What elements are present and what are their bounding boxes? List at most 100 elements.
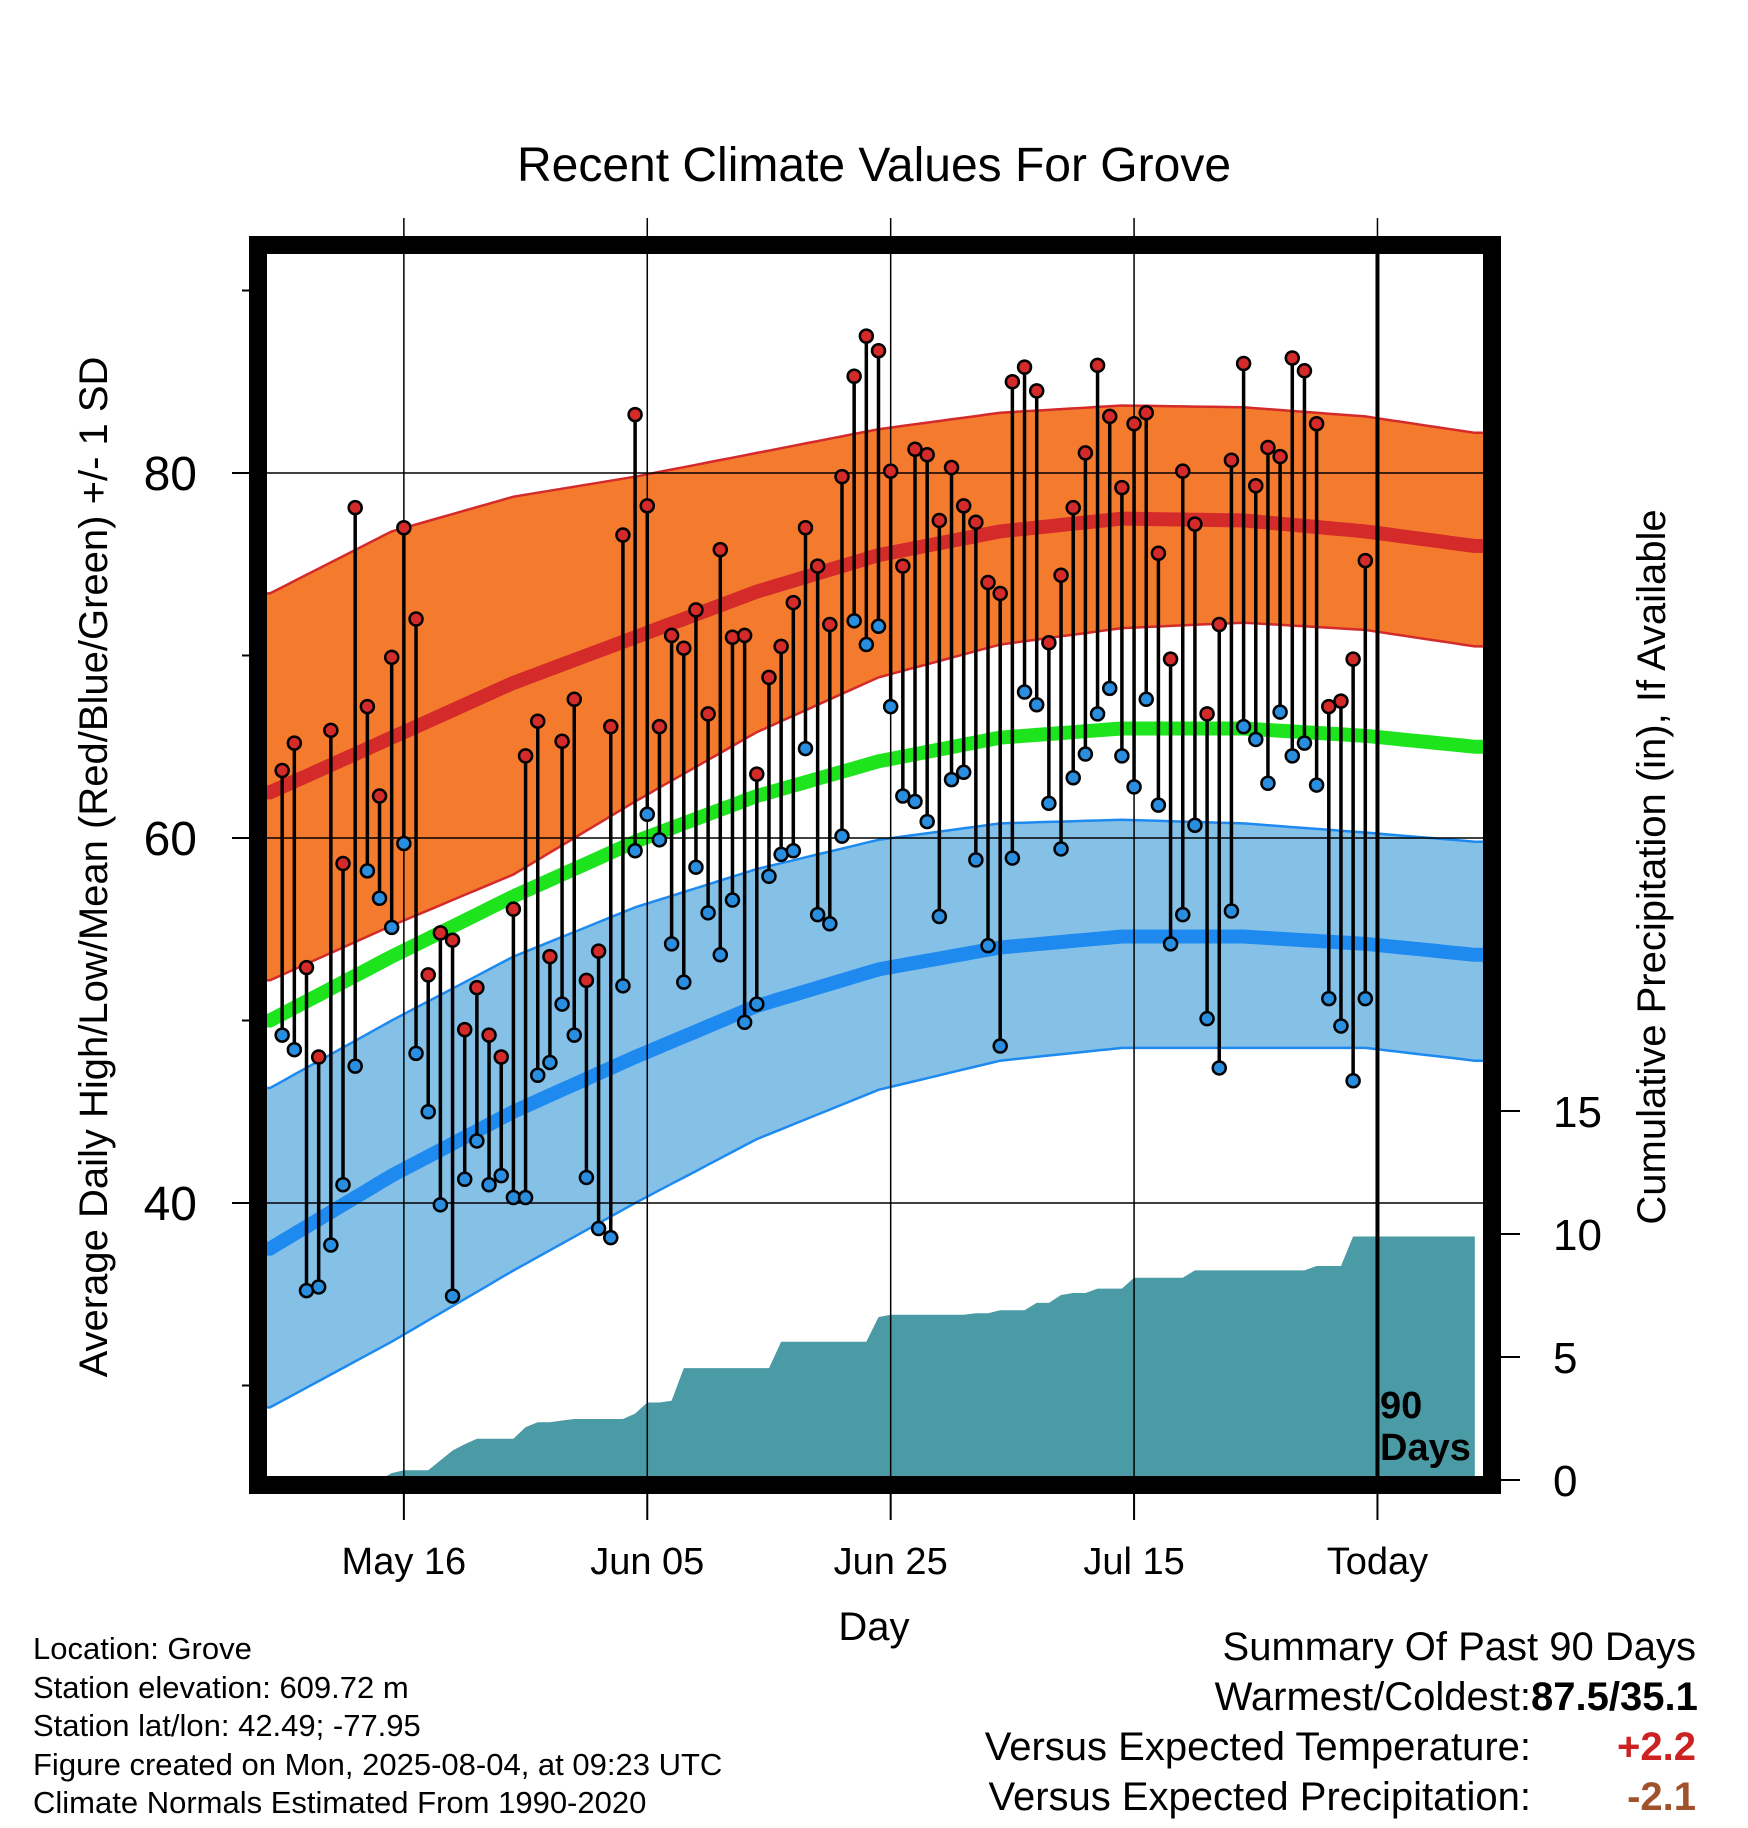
high-point [456,1021,473,1038]
high-point [1114,479,1130,496]
high-point [517,748,534,764]
high-point [882,463,899,479]
high-point [627,406,643,423]
low-point [919,813,935,830]
high-point [493,1049,509,1065]
precip-tick-label: 5 [1553,1334,1577,1383]
low-point [1114,748,1130,764]
high-point [1101,408,1118,425]
low-point [1284,748,1301,764]
high-point [870,342,887,359]
high-point [1308,415,1325,432]
low-point [1150,797,1167,813]
created-text: Figure created on Mon, 2025-08-04, at 09… [33,1746,723,1782]
high-point [1004,374,1021,390]
high-point [858,328,875,344]
low-sd-upper-line [258,818,1492,1090]
low-point [712,947,729,963]
low-point [1101,680,1118,697]
low-point [676,974,692,990]
low-point [359,863,376,879]
high-point [371,788,388,804]
high-point [1016,359,1033,375]
high-point [603,718,619,735]
low-point [761,868,777,885]
low-point [347,1058,363,1074]
low-point [578,1169,595,1186]
high-point [1065,499,1081,516]
plot-frame [249,236,1501,1494]
summary-warm-cold: Warmest/Coldest:87.5/35.1 [796,1672,1698,1722]
low-sd-band [258,819,1492,1408]
high-point [1248,478,1264,494]
high-point [408,611,424,627]
x-tick-label: Jul 15 [1083,1541,1184,1583]
low-point [736,1014,753,1031]
precip-tick-label: 0 [1553,1457,1577,1506]
low-point [590,1220,607,1237]
y-tick-label: 40 [144,1178,197,1231]
high-point [1284,350,1301,366]
high-sd-upper-line [258,404,1492,595]
precip-label: Versus Expected Precipitation: [988,1775,1531,1819]
low-point [895,788,911,804]
high-point [1321,698,1337,715]
low-point [1199,1010,1215,1027]
high-point [359,698,376,715]
high-point [724,629,741,645]
high-point [469,979,485,996]
high-point [980,574,996,591]
latlon-text: Station lat/lon: 42.49; -77.95 [33,1708,421,1743]
low-point [870,618,887,635]
low-point [1308,777,1325,793]
low-point [1028,697,1045,713]
low-point [663,936,680,952]
precip-tick-label: 10 [1553,1211,1602,1260]
precip-value: -2.1 [1627,1775,1696,1819]
precip-tick-label: 15 [1553,1088,1602,1137]
low-point [529,1067,546,1083]
low-point [749,996,765,1012]
low-point [688,859,704,875]
low-point [1211,1060,1228,1076]
low-point [542,1054,558,1071]
temp-label: Versus Expected Temperature: [984,1725,1531,1769]
low-point [286,1041,303,1058]
summary-panel: Summary Of Past 90 Days Warmest/Coldest:… [796,1622,1698,1822]
high-point [688,602,704,618]
y-axis-left-label: Average Daily High/Low/Mean (Red/Blue/Gr… [72,357,116,1378]
low-point [700,905,716,921]
high-point [955,498,972,514]
low-point [1357,990,1374,1007]
high-point [420,967,436,983]
y-tick-label: 80 [144,448,197,501]
high-point [1187,516,1203,532]
low-point [1126,779,1142,795]
low-point [420,1104,436,1120]
high-point [1272,448,1288,465]
low-point [1004,850,1021,866]
high-point [505,901,522,917]
low-point [456,1171,473,1188]
chart-title: Recent Climate Values For Grove [517,139,1231,192]
high-point [992,585,1008,602]
summary-precip: Versus Expected Precipitation: -2.1 [796,1772,1696,1822]
low-point [1223,903,1240,919]
high-point [943,459,960,476]
low-point [968,852,984,868]
low-point [1235,718,1252,735]
low-point [396,835,412,852]
low-point [383,919,400,936]
low-point [1089,706,1106,722]
high-point [1211,616,1228,633]
high-point [773,638,789,655]
high-point [529,713,546,729]
high-point [785,594,802,611]
normals-text: Climate Normals Estimated From 1990-2020 [33,1785,647,1820]
high-point [1089,357,1106,374]
high-point [1260,439,1276,456]
low-point [603,1229,619,1246]
location-text: Location: Grove [33,1631,252,1666]
summary-temp: Versus Expected Temperature: +2.2 [796,1722,1696,1772]
low-point [785,843,802,859]
